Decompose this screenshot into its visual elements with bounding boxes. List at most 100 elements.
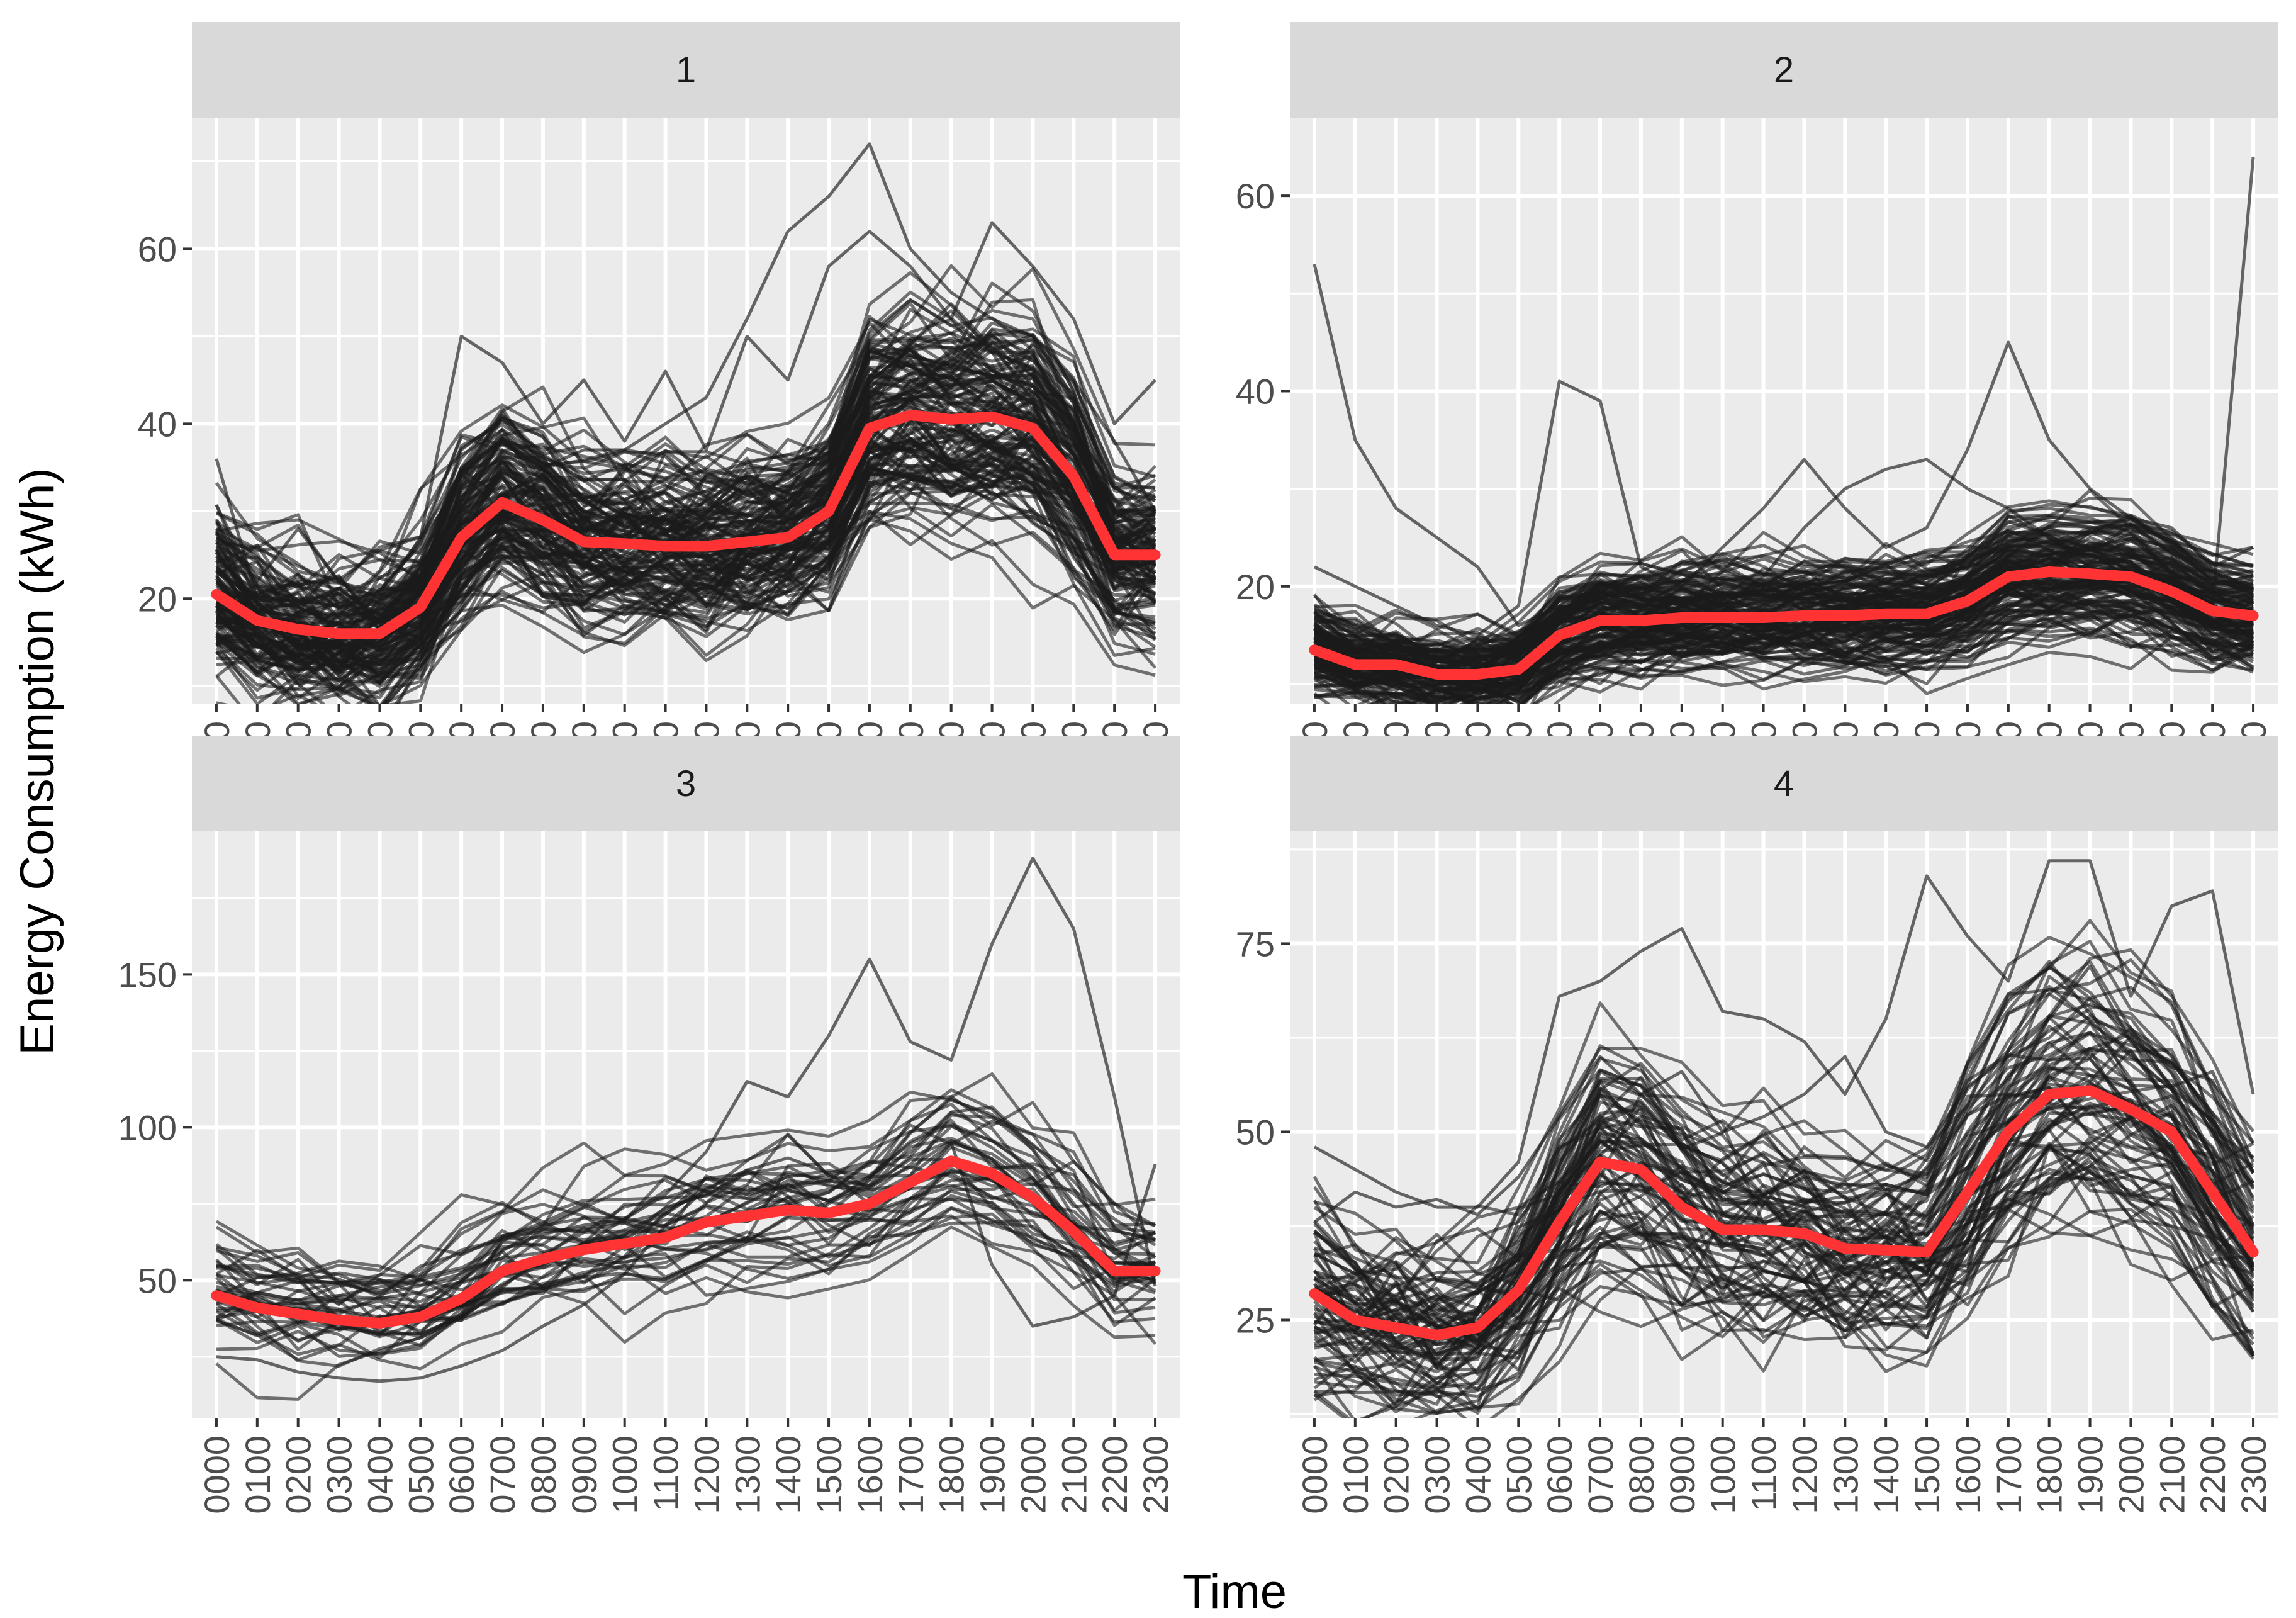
household-line [1314, 1074, 2254, 1380]
x-tick-label: 1200 [1784, 1435, 1824, 1514]
x-tick-label: 1700 [891, 1435, 931, 1514]
y-tick-label: 50 [1236, 1112, 1275, 1152]
x-tick-label: 2100 [1054, 1435, 1094, 1514]
cluster-mean-line [1309, 566, 2259, 680]
x-tick-label: 1800 [2030, 1435, 2069, 1514]
household-line [1314, 575, 2254, 704]
x-tick-label: 0500 [401, 1435, 440, 1514]
y-tick-label: 60 [1236, 176, 1275, 216]
household-line [1313, 1167, 2255, 1418]
household-line-outlier [215, 221, 1156, 600]
x-tick-label: 2300 [1136, 1435, 1175, 1514]
y-tick-label: 60 [138, 229, 177, 269]
x-tick-label: 1600 [1948, 1435, 1988, 1514]
household-line [216, 412, 1156, 683]
x-tick-label: 1000 [1703, 1435, 1743, 1514]
x-tick-label: 0500 [1499, 1435, 1538, 1514]
household-line [1314, 540, 2254, 657]
x-tick-label: 1100 [646, 1435, 686, 1511]
x-axis-title: Time [1182, 1565, 1287, 1618]
household-line [1313, 975, 2255, 1306]
x-tick-label: 0200 [279, 1435, 318, 1514]
household-line [215, 437, 1157, 678]
x-tick-label: 2000 [2111, 1435, 2151, 1514]
x-tick-label: 1100 [1744, 1435, 1784, 1511]
household-line [1314, 573, 2254, 704]
x-tick-label: 1500 [809, 1435, 849, 1514]
facet-strip-label: 2 [1774, 50, 1794, 91]
facet-strip-label: 3 [676, 763, 696, 804]
household-line [215, 472, 1156, 695]
x-tick-label: 1900 [973, 1435, 1012, 1514]
y-tick-label: 25 [1236, 1301, 1275, 1340]
facet-strip [192, 22, 1180, 118]
x-tick-label: 1400 [1866, 1435, 1906, 1514]
household-line [1314, 622, 2254, 688]
y-tick-label: 20 [1236, 567, 1275, 607]
x-tick-label: 0000 [1295, 1435, 1335, 1514]
x-tick-label: 0800 [1621, 1435, 1661, 1514]
x-tick-label: 2200 [2193, 1435, 2232, 1514]
x-tick-label: 1400 [768, 1435, 808, 1514]
x-tick-label: 1200 [686, 1435, 726, 1514]
x-tick-label: 1500 [1907, 1435, 1947, 1514]
household-line [1314, 1164, 2254, 1398]
household-line [1314, 548, 2254, 665]
y-axis-title: Energy Consumption (kWh) [11, 468, 64, 1055]
y-tick-label: 150 [118, 955, 177, 994]
x-tick-label: 0100 [238, 1435, 277, 1514]
x-tick-label: 0300 [1418, 1435, 1457, 1514]
household-line [1313, 919, 2255, 1313]
x-tick-label: 2200 [1095, 1435, 1134, 1514]
y-tick-label: 40 [138, 404, 177, 444]
series-group [211, 857, 1161, 1401]
facet-panel-2: 2204060000001000200030004000500060007000… [1236, 22, 2278, 800]
x-tick-label: 0400 [1458, 1435, 1498, 1514]
household-line [1313, 514, 2254, 661]
household-line [216, 1133, 1156, 1336]
x-tick-label: 0600 [1540, 1435, 1579, 1514]
household-line [215, 464, 1156, 704]
household-line [216, 1088, 1156, 1295]
x-tick-label: 0700 [1581, 1435, 1620, 1514]
household-line-outlier [1313, 340, 2254, 637]
cluster-mean-line [211, 409, 1161, 639]
household-line [1314, 585, 2254, 704]
x-tick-label: 1700 [1989, 1435, 2029, 1514]
x-tick-label: 1300 [727, 1435, 767, 1514]
household-line-outlier [216, 1141, 1157, 1383]
household-line [216, 1214, 1157, 1356]
household-line [1313, 965, 2255, 1329]
y-tick-label: 100 [118, 1108, 177, 1147]
household-line [216, 1169, 1156, 1347]
facet-strip [1290, 736, 2278, 831]
x-tick-label: 2100 [2152, 1435, 2192, 1514]
household-line [1313, 940, 2255, 1276]
series-group [1309, 859, 2259, 1418]
facet-strip-label: 4 [1774, 763, 1794, 804]
x-tick-label: 1900 [2071, 1435, 2110, 1514]
household-line [215, 501, 1156, 654]
household-line [215, 1090, 1156, 1293]
facet-panel-1: 1204060000001000200030004000500060007000… [138, 22, 1180, 800]
household-line [215, 331, 1156, 639]
x-tick-label: 0000 [197, 1435, 237, 1514]
x-tick-label: 1000 [605, 1435, 645, 1514]
series-group [211, 142, 1161, 704]
y-tick-label: 20 [138, 579, 177, 619]
facet-panel-3: 3 50 100 150 0000 0100 0200 0300 0400 0500 0600 070… [118, 736, 1180, 1514]
x-tick-label: 0600 [442, 1435, 481, 1514]
household-line-outlier [1313, 859, 2255, 1209]
x-tick-label: 0100 [1336, 1435, 1375, 1514]
household-line [1313, 1143, 2254, 1418]
x-tick-label: 0900 [1662, 1435, 1702, 1514]
x-tick-label: 0300 [320, 1435, 359, 1514]
x-tick-label: 0400 [360, 1435, 400, 1514]
household-line [216, 1095, 1156, 1280]
household-line [216, 503, 1156, 704]
household-line-outlier [1313, 964, 2255, 1224]
household-line [215, 444, 1156, 704]
household-line [1313, 1048, 2254, 1326]
